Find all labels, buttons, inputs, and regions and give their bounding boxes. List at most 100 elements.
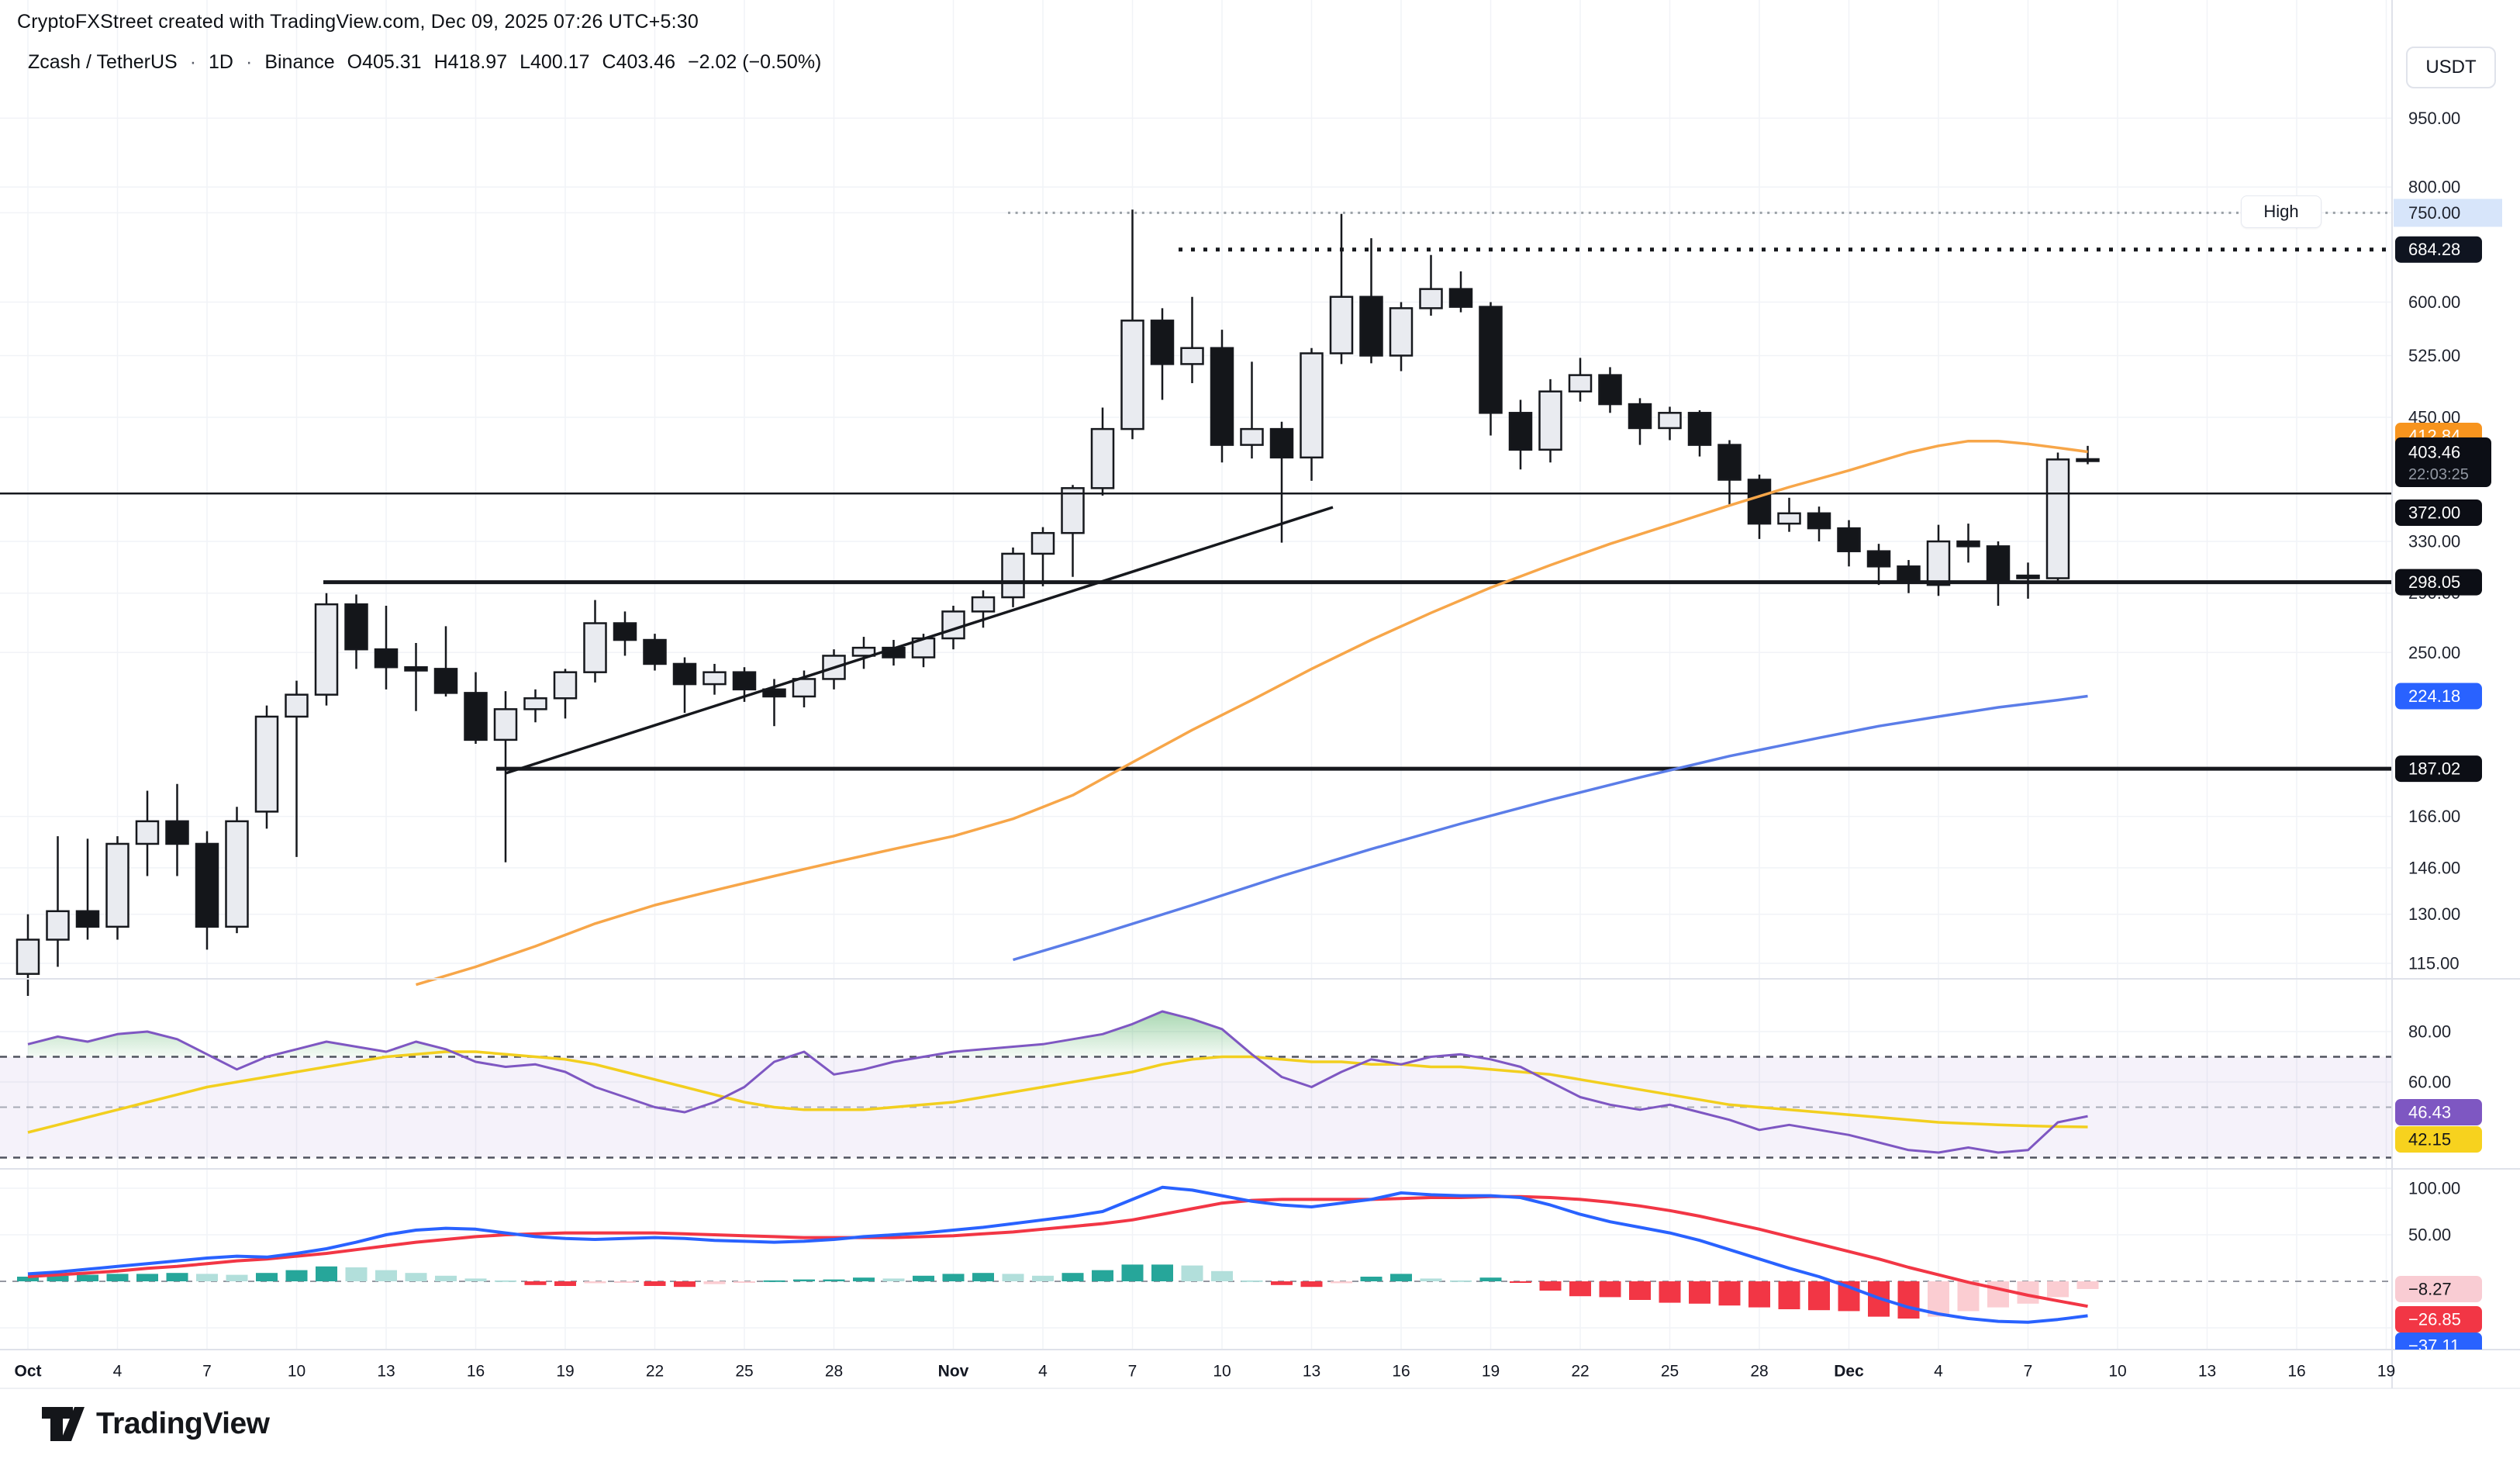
ma-blue-line bbox=[1013, 694, 2088, 962]
candle bbox=[16, 914, 40, 997]
momentum-histogram-bar bbox=[196, 1274, 218, 1281]
momentum-histogram-bar bbox=[1748, 1281, 1770, 1308]
momentum-histogram-bar bbox=[1957, 1281, 1980, 1312]
price-tick-label: 166.00 bbox=[2408, 807, 2460, 826]
axis-badge: −37.11 bbox=[2395, 1333, 2482, 1350]
price-tick-label: 115.00 bbox=[2408, 953, 2460, 973]
rsi-ma-line bbox=[27, 1050, 2088, 1134]
high-marker-label: High bbox=[2263, 202, 2299, 221]
candle bbox=[1419, 254, 1443, 316]
candle bbox=[225, 807, 249, 934]
price-tick-label: 600.00 bbox=[2408, 292, 2460, 312]
candle bbox=[1508, 399, 1533, 470]
candle bbox=[1329, 213, 1354, 365]
axis-badge-label: 372.00 bbox=[2408, 503, 2460, 523]
symbol-name[interactable]: Zcash / TetherUS bbox=[28, 51, 178, 73]
momentum-histogram-bar bbox=[882, 1278, 905, 1281]
candle bbox=[1717, 440, 1742, 505]
price-tick-label: 250.00 bbox=[2408, 643, 2460, 662]
momentum-blue-line bbox=[27, 1185, 2088, 1324]
momentum-histogram-bar bbox=[674, 1281, 696, 1288]
momentum-histogram-bar bbox=[734, 1281, 755, 1283]
candle bbox=[941, 605, 965, 650]
momentum-histogram-bar bbox=[1092, 1270, 1113, 1281]
time-axis-label: 19 bbox=[556, 1363, 574, 1381]
candle bbox=[1479, 302, 1503, 436]
currency-label: USDT bbox=[2425, 57, 2477, 78]
momentum-histogram-bar bbox=[166, 1273, 188, 1281]
price-tick-label: 950.00 bbox=[2408, 109, 2460, 128]
time-axis-label: 4 bbox=[1934, 1363, 1943, 1381]
time-axis-label: 22 bbox=[1571, 1363, 1589, 1381]
time-axis-label: 10 bbox=[288, 1363, 306, 1381]
momentum-histogram-bar bbox=[644, 1281, 666, 1286]
axis-badge: 372.00 bbox=[2395, 499, 2482, 526]
candle bbox=[643, 634, 667, 671]
time-axis-label: 25 bbox=[1661, 1363, 1679, 1381]
momentum-histogram-bar bbox=[703, 1281, 726, 1284]
momentum-tick-label: 100.00 bbox=[2408, 1179, 2460, 1198]
time-axis-label: 13 bbox=[377, 1363, 395, 1381]
candle bbox=[1986, 541, 2011, 606]
price-tick-label: 330.00 bbox=[2408, 532, 2460, 551]
time-axis-label: 13 bbox=[2198, 1363, 2216, 1381]
momentum-histogram-bar bbox=[823, 1279, 845, 1281]
candle bbox=[135, 790, 160, 876]
candle bbox=[1061, 485, 1085, 577]
momentum-histogram-bar bbox=[285, 1270, 308, 1281]
candle bbox=[493, 691, 518, 862]
momentum-histogram-bar bbox=[1241, 1280, 1263, 1282]
time-axis-label: 28 bbox=[825, 1363, 843, 1381]
momentum-histogram-bar bbox=[47, 1275, 69, 1281]
momentum-histogram-bar bbox=[1599, 1281, 1621, 1298]
price-tick-label: 130.00 bbox=[2408, 904, 2460, 924]
time-axis-label: 25 bbox=[735, 1363, 753, 1381]
momentum-histogram-bar bbox=[1271, 1281, 1293, 1285]
momentum-histogram-bar bbox=[1479, 1277, 1502, 1281]
candle bbox=[613, 611, 637, 656]
momentum-histogram-bar bbox=[1181, 1265, 1203, 1281]
price-tick-label-highlight: 750.00 bbox=[2408, 203, 2460, 223]
momentum-histogram-bar bbox=[584, 1281, 606, 1284]
candle bbox=[1628, 398, 1652, 445]
candle bbox=[1777, 497, 1801, 532]
momentum-histogram-bar bbox=[77, 1274, 98, 1281]
candle bbox=[1210, 330, 1234, 463]
candle bbox=[1030, 527, 1055, 586]
time-axis-label: 16 bbox=[467, 1363, 485, 1381]
time-axis-label: 28 bbox=[1750, 1363, 1768, 1381]
interval-label[interactable]: 1D bbox=[209, 51, 233, 73]
tradingview-brand-text: TradingView bbox=[96, 1407, 270, 1440]
ma-orange-line bbox=[415, 439, 2088, 987]
axis-badge: 298.05 bbox=[2395, 569, 2482, 596]
momentum-histogram-bar bbox=[554, 1281, 576, 1286]
candle bbox=[404, 643, 428, 711]
currency-toggle-button[interactable]: USDT bbox=[2406, 47, 2496, 88]
momentum-histogram-bar bbox=[1390, 1274, 1412, 1281]
momentum-histogram-bar bbox=[1987, 1281, 2009, 1308]
time-axis-label: Oct bbox=[14, 1363, 41, 1381]
axis-badge-label: 46.43 bbox=[2408, 1103, 2451, 1122]
candle bbox=[1747, 474, 1772, 539]
momentum-histogram-bar bbox=[1300, 1281, 1323, 1288]
momentum-histogram-bar bbox=[316, 1266, 337, 1281]
candle bbox=[971, 590, 996, 628]
axis-badge-label: 224.18 bbox=[2408, 686, 2460, 706]
candle bbox=[1897, 560, 1921, 593]
momentum-histogram-bar bbox=[226, 1274, 248, 1281]
candle bbox=[1120, 209, 1144, 440]
candle bbox=[702, 663, 727, 695]
candle bbox=[583, 600, 607, 683]
candle bbox=[2045, 452, 2070, 582]
candle bbox=[1687, 410, 1712, 457]
momentum-histogram-bar bbox=[1808, 1281, 1830, 1311]
momentum-histogram-bar bbox=[763, 1280, 785, 1282]
tradingview-footer[interactable]: TradingView bbox=[40, 1402, 270, 1446]
candle bbox=[46, 836, 70, 967]
highlighted-tick-bg bbox=[2394, 199, 2502, 227]
axis-badge-label: 187.02 bbox=[2408, 759, 2460, 779]
momentum-histogram-bar bbox=[1062, 1273, 1084, 1281]
momentum-histogram-bar bbox=[1897, 1281, 1920, 1319]
momentum-histogram-bar bbox=[17, 1277, 39, 1281]
